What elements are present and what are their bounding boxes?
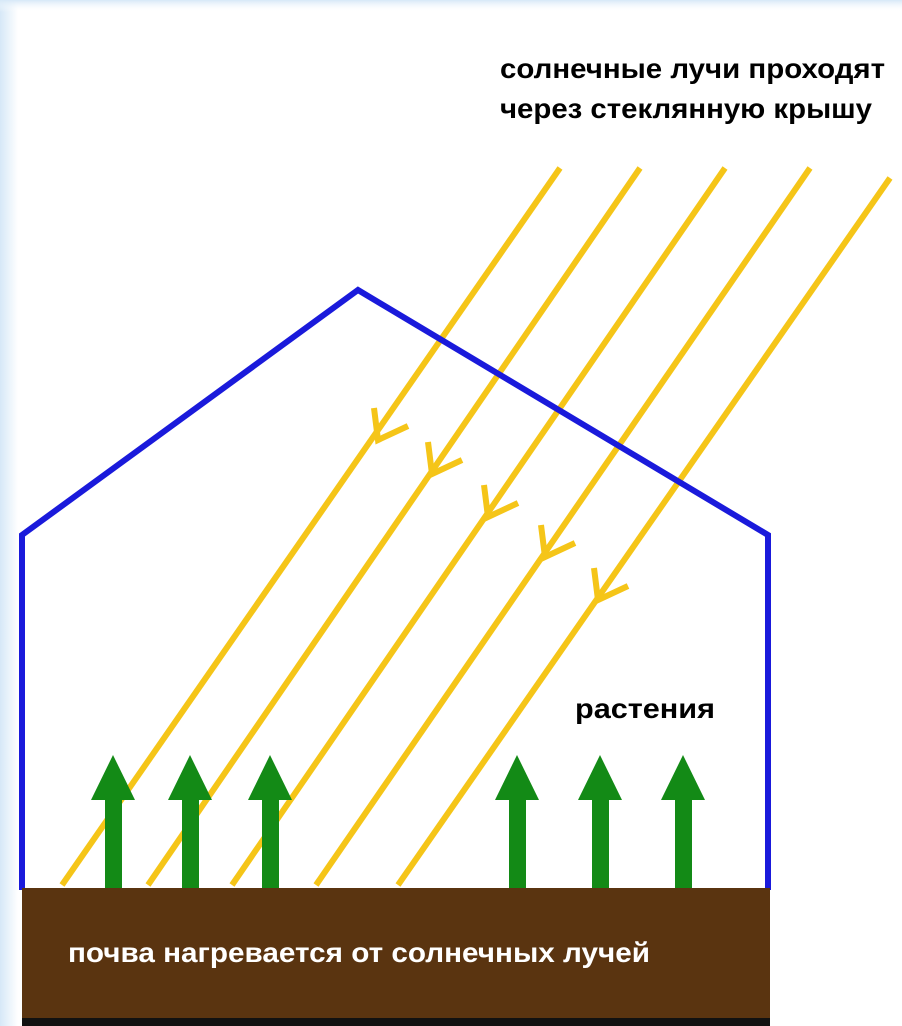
edge-glow [0,0,18,1026]
plants-label: растения [575,693,715,724]
soil-label: почва нагревается от солнечных лучей [68,937,650,968]
edge-glow [0,0,902,12]
greenhouse-diagram: солнечные лучи проходят через стеклянную… [0,0,902,1026]
soil-base [22,1018,770,1026]
sun-rays-label: через стеклянную крышу [500,93,872,124]
sun-rays-label: солнечные лучи проходят [500,53,885,84]
